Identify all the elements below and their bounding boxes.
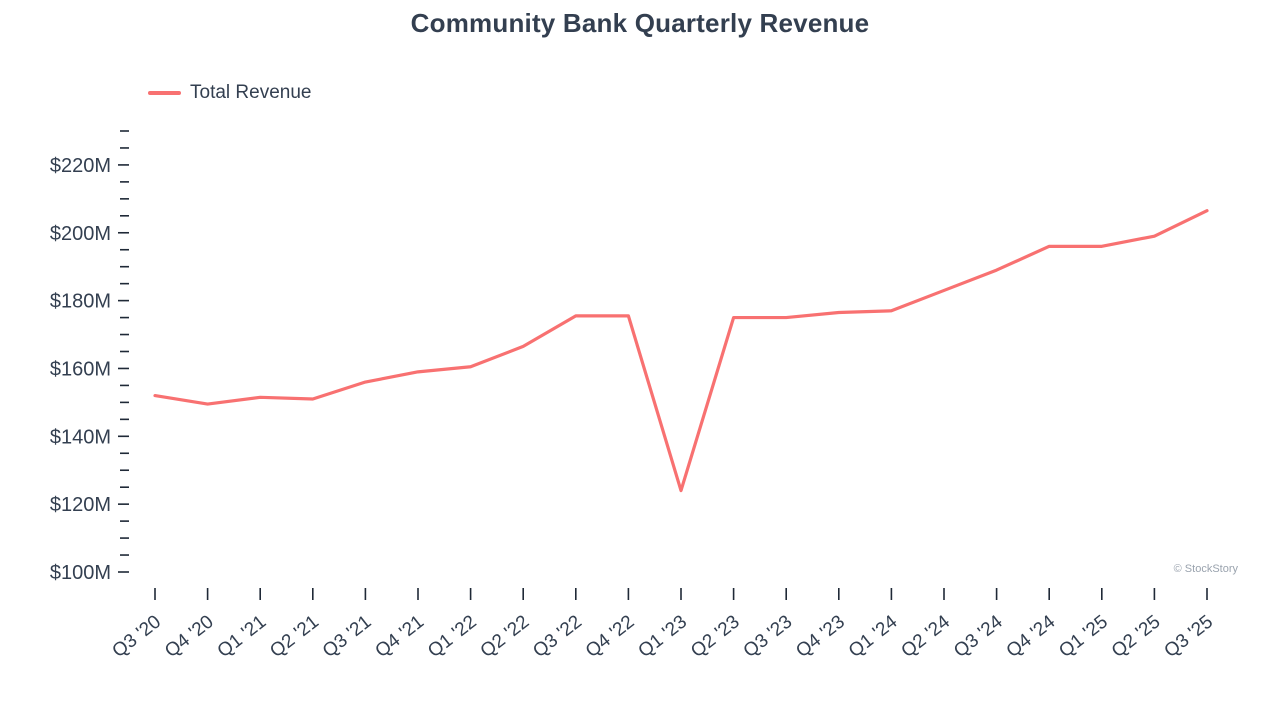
x-tick-label: Q2 '22 [477,611,534,662]
y-tick-label: $180M [50,291,111,313]
y-tick-label: $120M [50,494,111,516]
x-tick-label: Q3 '21 [319,611,376,662]
legend-line-swatch-icon [148,91,181,95]
x-tick-label: Q3 '22 [529,611,586,662]
x-tick-label: Q3 '25 [1161,611,1218,662]
x-tick-label: Q4 '24 [1003,611,1060,662]
y-tick-label: $100M [50,562,111,584]
watermark: © StockStory [1173,563,1238,575]
x-tick-label: Q1 '22 [424,611,481,662]
total-revenue-line [153,209,1209,493]
y-tick-label: $200M [50,223,111,245]
x-tick-label: Q2 '25 [1108,611,1165,662]
x-tick-label: Q4 '23 [792,611,849,662]
x-tick-label: Q2 '24 [898,611,955,662]
x-tick-label: Q1 '23 [635,611,692,662]
x-tick-label: Q4 '22 [582,611,639,662]
x-tick-label: Q1 '25 [1055,611,1112,662]
x-tick-label: Q3 '24 [950,611,1007,662]
x-tick-label: Q2 '21 [266,611,323,662]
x-tick-label: Q2 '23 [687,611,744,662]
x-tick-label: Q4 '21 [372,611,429,662]
x-tick-label: Q3 '23 [740,611,797,662]
legend-label: Total Revenue [190,82,312,103]
x-tick-label: Q4 '20 [161,611,218,662]
y-tick-label: $220M [50,155,111,177]
y-tick-label: $160M [50,358,111,380]
x-tick-label: Q1 '21 [214,611,271,662]
x-tick-label: Q1 '24 [845,611,902,662]
legend: Total Revenue [148,82,311,104]
x-tick-label: Q3 '20 [109,611,166,662]
chart-title: Community Bank Quarterly Revenue [410,8,870,38]
y-tick-label: $140M [50,426,111,448]
